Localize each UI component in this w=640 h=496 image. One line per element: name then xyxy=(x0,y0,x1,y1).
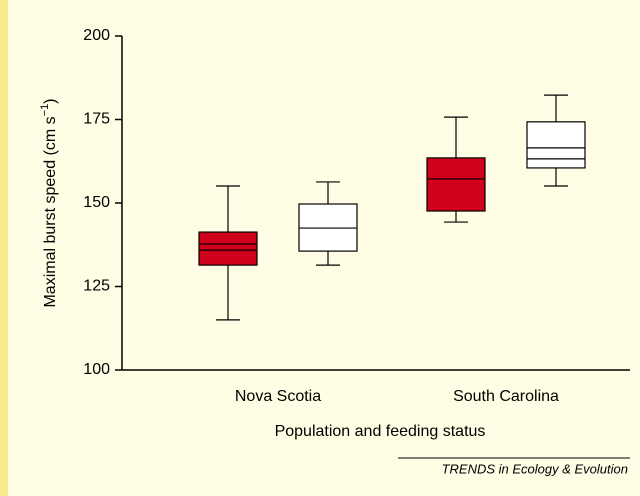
box xyxy=(526,121,586,169)
y-tick-label: 150 xyxy=(83,194,110,211)
box xyxy=(426,157,486,212)
y-label-close: ) xyxy=(42,98,59,103)
x-axis-label: Population and feeding status xyxy=(275,423,486,440)
y-tick-label: 175 xyxy=(83,111,110,128)
box xyxy=(198,231,258,266)
y-label-superscript: −1 xyxy=(39,104,51,117)
x-tick-label: South Carolina xyxy=(453,388,559,405)
y-label-text: Maximal burst speed (cm s xyxy=(42,116,59,307)
x-tick-label: Nova Scotia xyxy=(235,388,321,405)
y-axis-label: Maximal burst speed (cm s−1) xyxy=(39,98,59,307)
y-tick-label: 200 xyxy=(83,27,110,44)
side-strip xyxy=(0,0,8,496)
footer: TRENDS in Ecology & Evolution xyxy=(442,461,628,476)
y-tick-label: 125 xyxy=(83,278,110,295)
y-tick-label: 100 xyxy=(83,361,110,378)
